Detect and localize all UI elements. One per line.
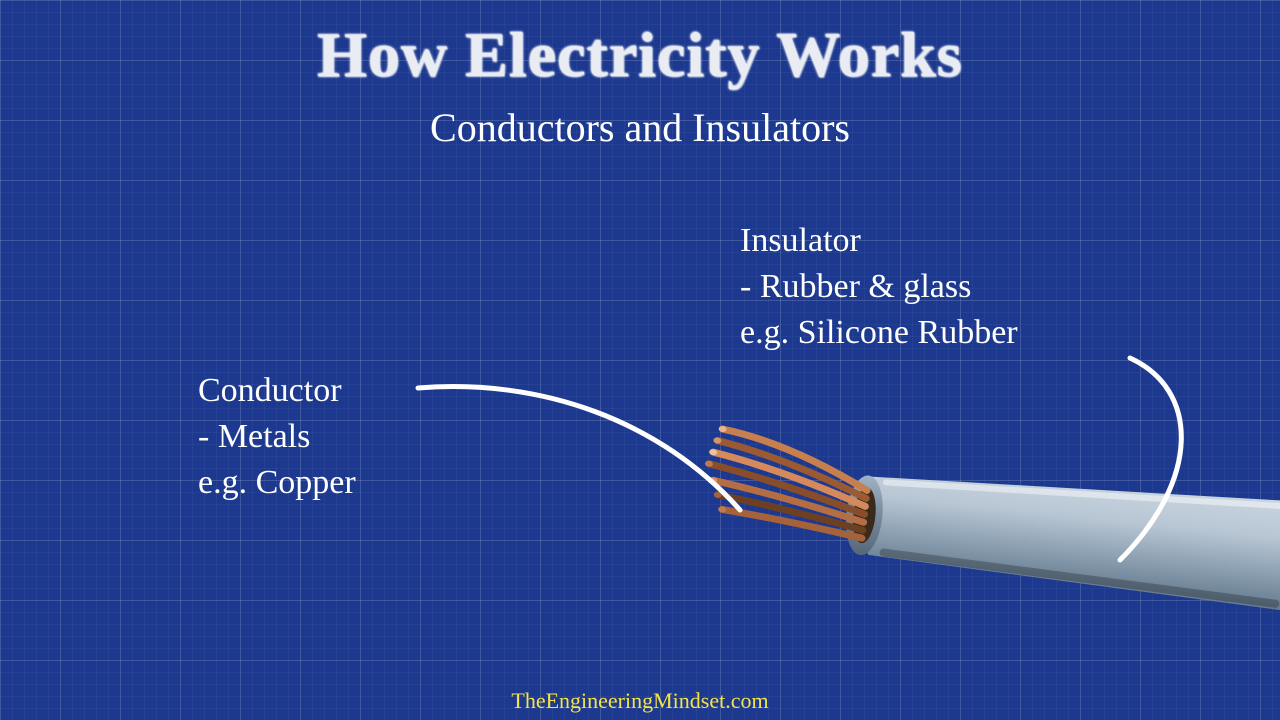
copper-strands [699, 425, 872, 539]
insulator-arrow [1120, 358, 1181, 560]
conductor-heading: Conductor [198, 368, 356, 414]
insulator-label: Insulator - Rubber & glass e.g. Silicone… [740, 218, 1018, 356]
page-title: How Electricity Works [0, 18, 1280, 92]
footer-credit: TheEngineeringMindset.com [0, 688, 1280, 714]
insulator-heading: Insulator [740, 218, 1018, 264]
conductor-label: Conductor - Metals e.g. Copper [198, 368, 356, 506]
conductor-line1: - Metals [198, 414, 356, 460]
insulator-line2: e.g. Silicone Rubber [740, 310, 1018, 356]
insulator-line1: - Rubber & glass [740, 264, 1018, 310]
wire-illustration [696, 425, 1280, 611]
conductor-arrow [418, 387, 740, 510]
page-subtitle: Conductors and Insulators [0, 104, 1280, 151]
conductor-line2: e.g. Copper [198, 460, 356, 506]
